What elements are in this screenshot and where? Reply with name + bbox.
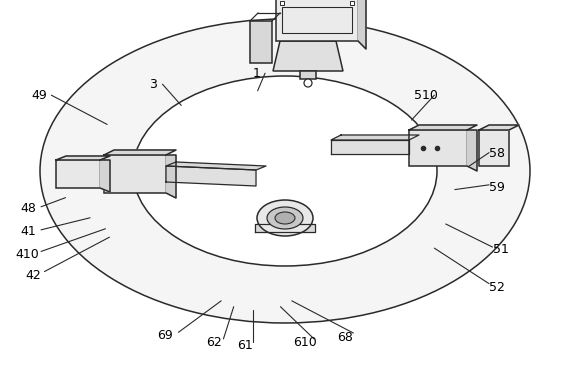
FancyBboxPatch shape bbox=[280, 1, 284, 5]
Ellipse shape bbox=[267, 207, 303, 229]
Polygon shape bbox=[166, 166, 256, 186]
Ellipse shape bbox=[257, 200, 313, 236]
Polygon shape bbox=[331, 135, 419, 140]
FancyBboxPatch shape bbox=[250, 21, 272, 63]
Text: 61: 61 bbox=[237, 339, 253, 352]
Polygon shape bbox=[300, 71, 316, 79]
Polygon shape bbox=[331, 140, 409, 154]
Text: 68: 68 bbox=[337, 331, 353, 344]
Text: 3: 3 bbox=[149, 78, 157, 92]
Text: 52: 52 bbox=[489, 281, 505, 294]
Text: 42: 42 bbox=[25, 269, 41, 282]
FancyBboxPatch shape bbox=[350, 1, 354, 5]
Polygon shape bbox=[467, 130, 477, 171]
Text: 510: 510 bbox=[414, 89, 438, 102]
Polygon shape bbox=[100, 160, 110, 192]
FancyBboxPatch shape bbox=[104, 155, 166, 193]
FancyBboxPatch shape bbox=[276, 0, 358, 41]
Text: 1: 1 bbox=[253, 67, 260, 80]
Text: 51: 51 bbox=[492, 243, 508, 256]
Text: 59: 59 bbox=[489, 181, 505, 194]
Polygon shape bbox=[409, 125, 477, 130]
Text: 48: 48 bbox=[21, 202, 36, 215]
Polygon shape bbox=[255, 224, 315, 232]
Ellipse shape bbox=[40, 19, 530, 323]
Polygon shape bbox=[166, 162, 266, 170]
FancyBboxPatch shape bbox=[409, 130, 467, 166]
Text: 610: 610 bbox=[293, 336, 317, 350]
Text: 410: 410 bbox=[15, 248, 39, 261]
Text: 41: 41 bbox=[21, 225, 36, 238]
Polygon shape bbox=[166, 155, 176, 198]
FancyBboxPatch shape bbox=[56, 160, 100, 188]
Polygon shape bbox=[56, 156, 110, 160]
Text: 62: 62 bbox=[206, 336, 222, 350]
Polygon shape bbox=[273, 41, 343, 71]
FancyBboxPatch shape bbox=[479, 130, 509, 166]
Text: 49: 49 bbox=[31, 89, 47, 102]
Text: 69: 69 bbox=[157, 329, 173, 343]
Ellipse shape bbox=[275, 212, 295, 224]
Polygon shape bbox=[104, 150, 176, 155]
Ellipse shape bbox=[133, 76, 437, 266]
Circle shape bbox=[304, 79, 312, 87]
Polygon shape bbox=[358, 0, 366, 49]
Polygon shape bbox=[479, 125, 519, 130]
Text: 58: 58 bbox=[489, 147, 505, 160]
